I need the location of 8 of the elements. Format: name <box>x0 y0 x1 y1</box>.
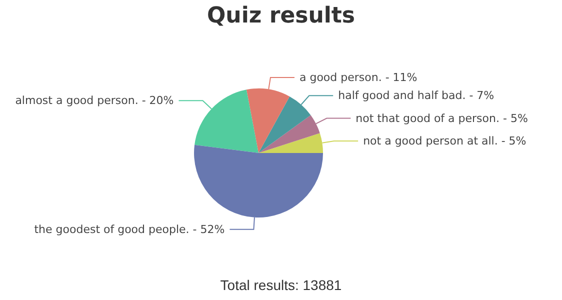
slice-label: half good and half bad. - 7% <box>338 89 494 102</box>
slice-label: almost a good person. - 20% <box>15 94 174 108</box>
text: Total results: 13881 <box>220 277 342 293</box>
chart-title: Quiz results <box>206 4 356 28</box>
slice-label: a good person. - 11% <box>299 70 418 84</box>
slice-label: not that good of a person. - 5% <box>356 112 528 125</box>
slice-label: not a good person at all. - 5% <box>363 134 526 148</box>
slice-label: the goodest of good people. - 52% <box>34 222 225 236</box>
